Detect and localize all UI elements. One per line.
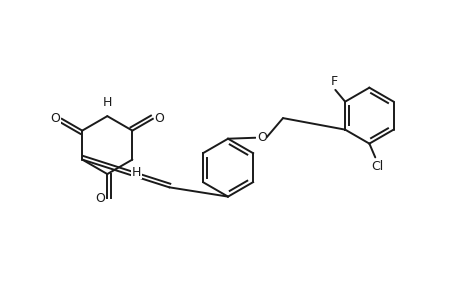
Text: Cl: Cl: [370, 160, 382, 173]
Text: O: O: [154, 112, 164, 125]
Text: O: O: [257, 131, 266, 144]
Text: F: F: [330, 75, 337, 88]
Text: H: H: [131, 166, 141, 179]
Text: O: O: [95, 192, 105, 205]
Text: O: O: [50, 112, 60, 125]
Text: H: H: [102, 96, 112, 110]
